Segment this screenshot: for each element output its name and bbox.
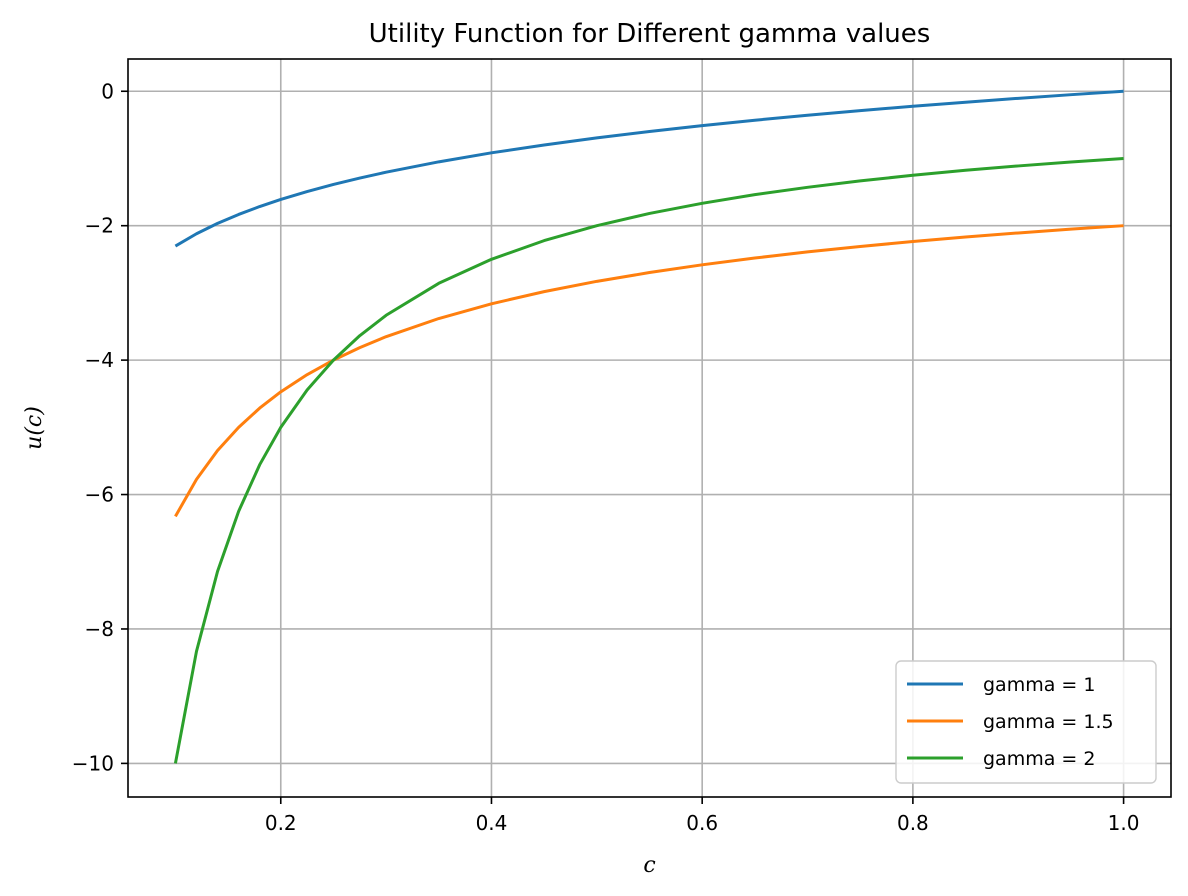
y-tick-label: −2 [85,214,114,238]
legend-label: gamma = 1.5 [983,711,1114,733]
legend-label: gamma = 1 [983,674,1095,696]
legend-box [895,660,1157,784]
x-axis-label: c [643,853,655,878]
axis-ticks: 0.2 0.4 0.6 0.8 1.0 0 −2 −4 −6 −8 −10 [72,79,1140,835]
y-tick-label: −4 [85,348,114,372]
x-tick-label: 0.4 [476,811,508,835]
x-tick-label: 0.8 [897,811,929,835]
y-axis-label: u(c) [22,406,47,450]
y-tick-label: −8 [85,617,114,641]
grid-lines [128,59,1171,797]
x-tick-label: 0.6 [686,811,718,835]
x-tick-label: 0.2 [265,811,297,835]
legend-label: gamma = 2 [983,748,1095,770]
series-lines [173,89,1124,764]
series-line [174,89,1124,248]
series-line [173,156,1124,764]
y-tick-label: −6 [85,483,114,507]
plot-frame [127,58,1172,798]
legend: gamma = 1 gamma = 1.5 gamma = 2 [895,660,1157,784]
series-line [174,224,1124,518]
y-tick-label: −10 [72,751,114,775]
x-tick-label: 1.0 [1108,811,1140,835]
chart-title: Utility Function for Different gamma val… [369,19,931,49]
y-tick-label: 0 [101,79,114,103]
